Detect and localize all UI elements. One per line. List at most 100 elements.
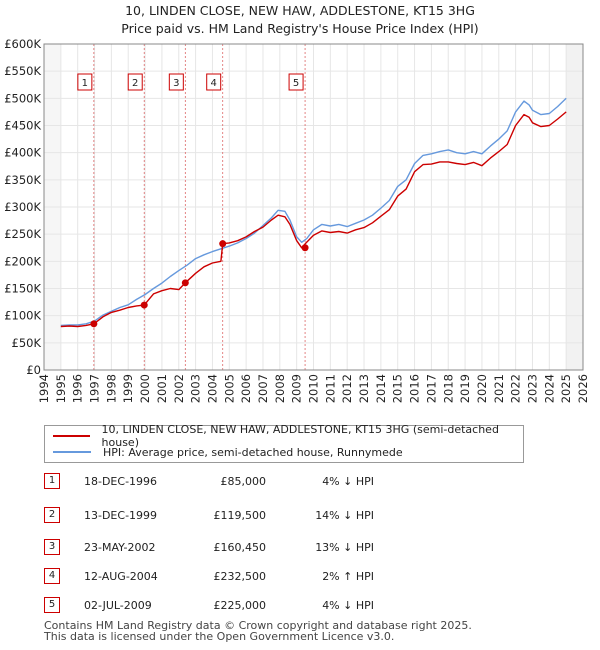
chart-legend: 10, LINDEN CLOSE, NEW HAW, ADDLESTONE, K…: [44, 423, 524, 463]
y-tick-label: £250K: [4, 227, 41, 241]
x-tick-label: 2007: [256, 374, 270, 403]
sale-hpi-diff: 4% ↓ HPI: [322, 599, 374, 612]
x-tick-label: 2025: [559, 374, 573, 403]
attribution-footer: Contains HM Land Registry data © Crown c…: [44, 620, 472, 642]
x-tick-label: 2002: [172, 374, 186, 403]
y-tick-label: £150K: [4, 282, 41, 296]
x-tick-label: 2010: [307, 374, 321, 403]
y-tick-label: £550K: [4, 64, 41, 78]
x-tick-label: 2019: [458, 374, 472, 403]
x-tick-label: 2001: [155, 374, 169, 403]
sale-number-badge: 4: [44, 568, 60, 584]
sale-number-badge: 5: [44, 597, 60, 613]
x-tick-label: 2023: [525, 374, 539, 403]
x-tick-label: 2000: [138, 374, 152, 403]
legend-label-property: 10, LINDEN CLOSE, NEW HAW, ADDLESTONE, K…: [101, 423, 499, 449]
sale-row: 3 23-MAY-2002 £160,450 13% ↓ HPI: [44, 539, 444, 557]
x-tick-label: 1994: [37, 374, 51, 403]
x-tick-label: 2014: [374, 374, 388, 403]
sale-hpi-diff: 14% ↓ HPI: [315, 509, 374, 522]
sale-marker-box: [168, 73, 184, 91]
x-tick-label: 1997: [88, 374, 102, 403]
sale-number-badge: 2: [44, 507, 60, 523]
sale-marker-box: [127, 73, 143, 91]
sale-date: 12-AUG-2004: [84, 570, 158, 583]
chart-title-line-2: Price paid vs. HM Land Registry's House …: [121, 21, 479, 36]
x-tick-label: 2006: [239, 374, 253, 403]
legend-swatch-hpi: [53, 451, 91, 453]
y-tick-label: £300K: [4, 200, 41, 214]
legend-item-hpi: HPI: Average price, semi-detached house,…: [53, 444, 403, 460]
sale-marker-label: 3: [173, 78, 179, 89]
y-tick-label: £500K: [4, 91, 41, 105]
sale-hpi-diff: 2% ↑ HPI: [322, 570, 374, 583]
chart-title: 10, LINDEN CLOSE, NEW HAW, ADDLESTONE, K…: [0, 2, 600, 38]
legend-item-property: 10, LINDEN CLOSE, NEW HAW, ADDLESTONE, K…: [53, 423, 523, 449]
sale-price: £85,000: [220, 475, 267, 488]
legend-label-hpi: HPI: Average price, semi-detached house,…: [103, 445, 403, 459]
sale-point: [181, 279, 189, 287]
sale-row: 5 02-JUL-2009 £225,000 4% ↓ HPI: [44, 597, 444, 615]
sale-point: [301, 244, 309, 252]
sale-row: 1 18-DEC-1996 £85,000 4% ↓ HPI: [44, 473, 444, 491]
y-tick-label: £400K: [4, 146, 41, 160]
x-tick-label: 2011: [323, 374, 337, 403]
x-tick-label: 1999: [121, 374, 135, 403]
chart-title-line-1: 10, LINDEN CLOSE, NEW HAW, ADDLESTONE, K…: [125, 3, 475, 18]
y-tick-label: £0: [26, 363, 41, 377]
sale-number-badge: 1: [44, 473, 60, 489]
sale-point: [90, 320, 98, 328]
y-tick-label: £200K: [4, 254, 41, 268]
series-line-hpi: [60, 97, 567, 327]
x-tick-label: 2021: [492, 374, 506, 403]
plot-frame: [43, 43, 584, 371]
attribution-line-1: Contains HM Land Registry data © Crown c…: [44, 619, 472, 632]
sale-hpi-diff: 4% ↓ HPI: [322, 475, 374, 488]
y-tick-label: £600K: [4, 37, 41, 51]
x-tick-label: 2015: [391, 374, 405, 403]
legend-swatch-property: [53, 435, 90, 437]
x-tick-label: 2012: [340, 374, 354, 403]
sale-marker-box: [77, 73, 93, 91]
sale-hpi-diff: 13% ↓ HPI: [315, 541, 374, 554]
sale-date: 02-JUL-2009: [84, 599, 152, 612]
x-tick-label: 2008: [273, 374, 287, 403]
sale-price: £160,450: [213, 541, 267, 554]
sale-marker-label: 2: [132, 78, 138, 89]
attribution-line-2: This data is licensed under the Open Gov…: [44, 630, 395, 643]
price-chart: 1 2 3 4 5 £0 £50K £100K £150K £200K £250K £300K £35…: [4, 37, 590, 403]
sale-point: [219, 240, 227, 248]
x-tick-label: 2004: [205, 374, 219, 403]
y-tick-label: £100K: [4, 309, 41, 323]
sale-marker-label: 4: [211, 78, 217, 89]
sale-row: 4 12-AUG-2004 £232,500 2% ↑ HPI: [44, 568, 444, 586]
x-tick-label: 1995: [54, 374, 68, 403]
sale-date: 13-DEC-1999: [84, 509, 158, 522]
sale-marker-label: 5: [293, 78, 299, 89]
x-tick-label: 2005: [222, 374, 236, 403]
x-tick-label: 2020: [475, 374, 489, 403]
x-tick-label: 1998: [104, 374, 118, 403]
sale-price: £119,500: [213, 509, 267, 522]
sale-marker-box: [288, 73, 304, 91]
y-tick-label: £50K: [12, 336, 42, 350]
x-tick-label: 2016: [408, 374, 422, 403]
series-line-property: [60, 111, 567, 328]
sale-date: 18-DEC-1996: [84, 475, 158, 488]
sale-row: 2 13-DEC-1999 £119,500 14% ↓ HPI: [44, 507, 444, 525]
y-tick-label: £450K: [4, 119, 41, 133]
sale-price: £225,000: [213, 599, 267, 612]
x-tick-label: 2018: [441, 374, 455, 403]
sale-marker-label: 1: [82, 78, 88, 89]
x-tick-label: 2026: [576, 374, 590, 403]
y-tick-label: £350K: [4, 173, 41, 187]
x-tick-label: 2013: [357, 374, 371, 403]
sale-number-badge: 3: [44, 539, 60, 555]
x-tick-label: 2009: [290, 374, 304, 403]
sale-point: [140, 301, 148, 309]
x-tick-label: 2017: [424, 374, 438, 403]
sale-marker-box: [206, 73, 222, 91]
x-tick-label: 2022: [509, 374, 523, 403]
x-tick-label: 2003: [189, 374, 203, 403]
sale-date: 23-MAY-2002: [84, 541, 156, 554]
